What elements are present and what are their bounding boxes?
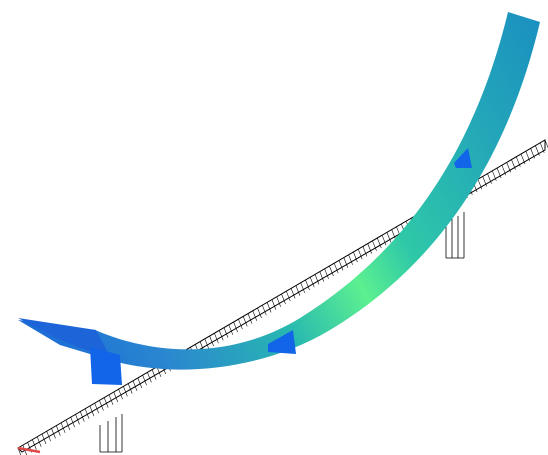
ribbon-surface	[18, 12, 540, 370]
mesh-support-left	[100, 414, 122, 452]
deformed-ribbon	[18, 12, 540, 370]
